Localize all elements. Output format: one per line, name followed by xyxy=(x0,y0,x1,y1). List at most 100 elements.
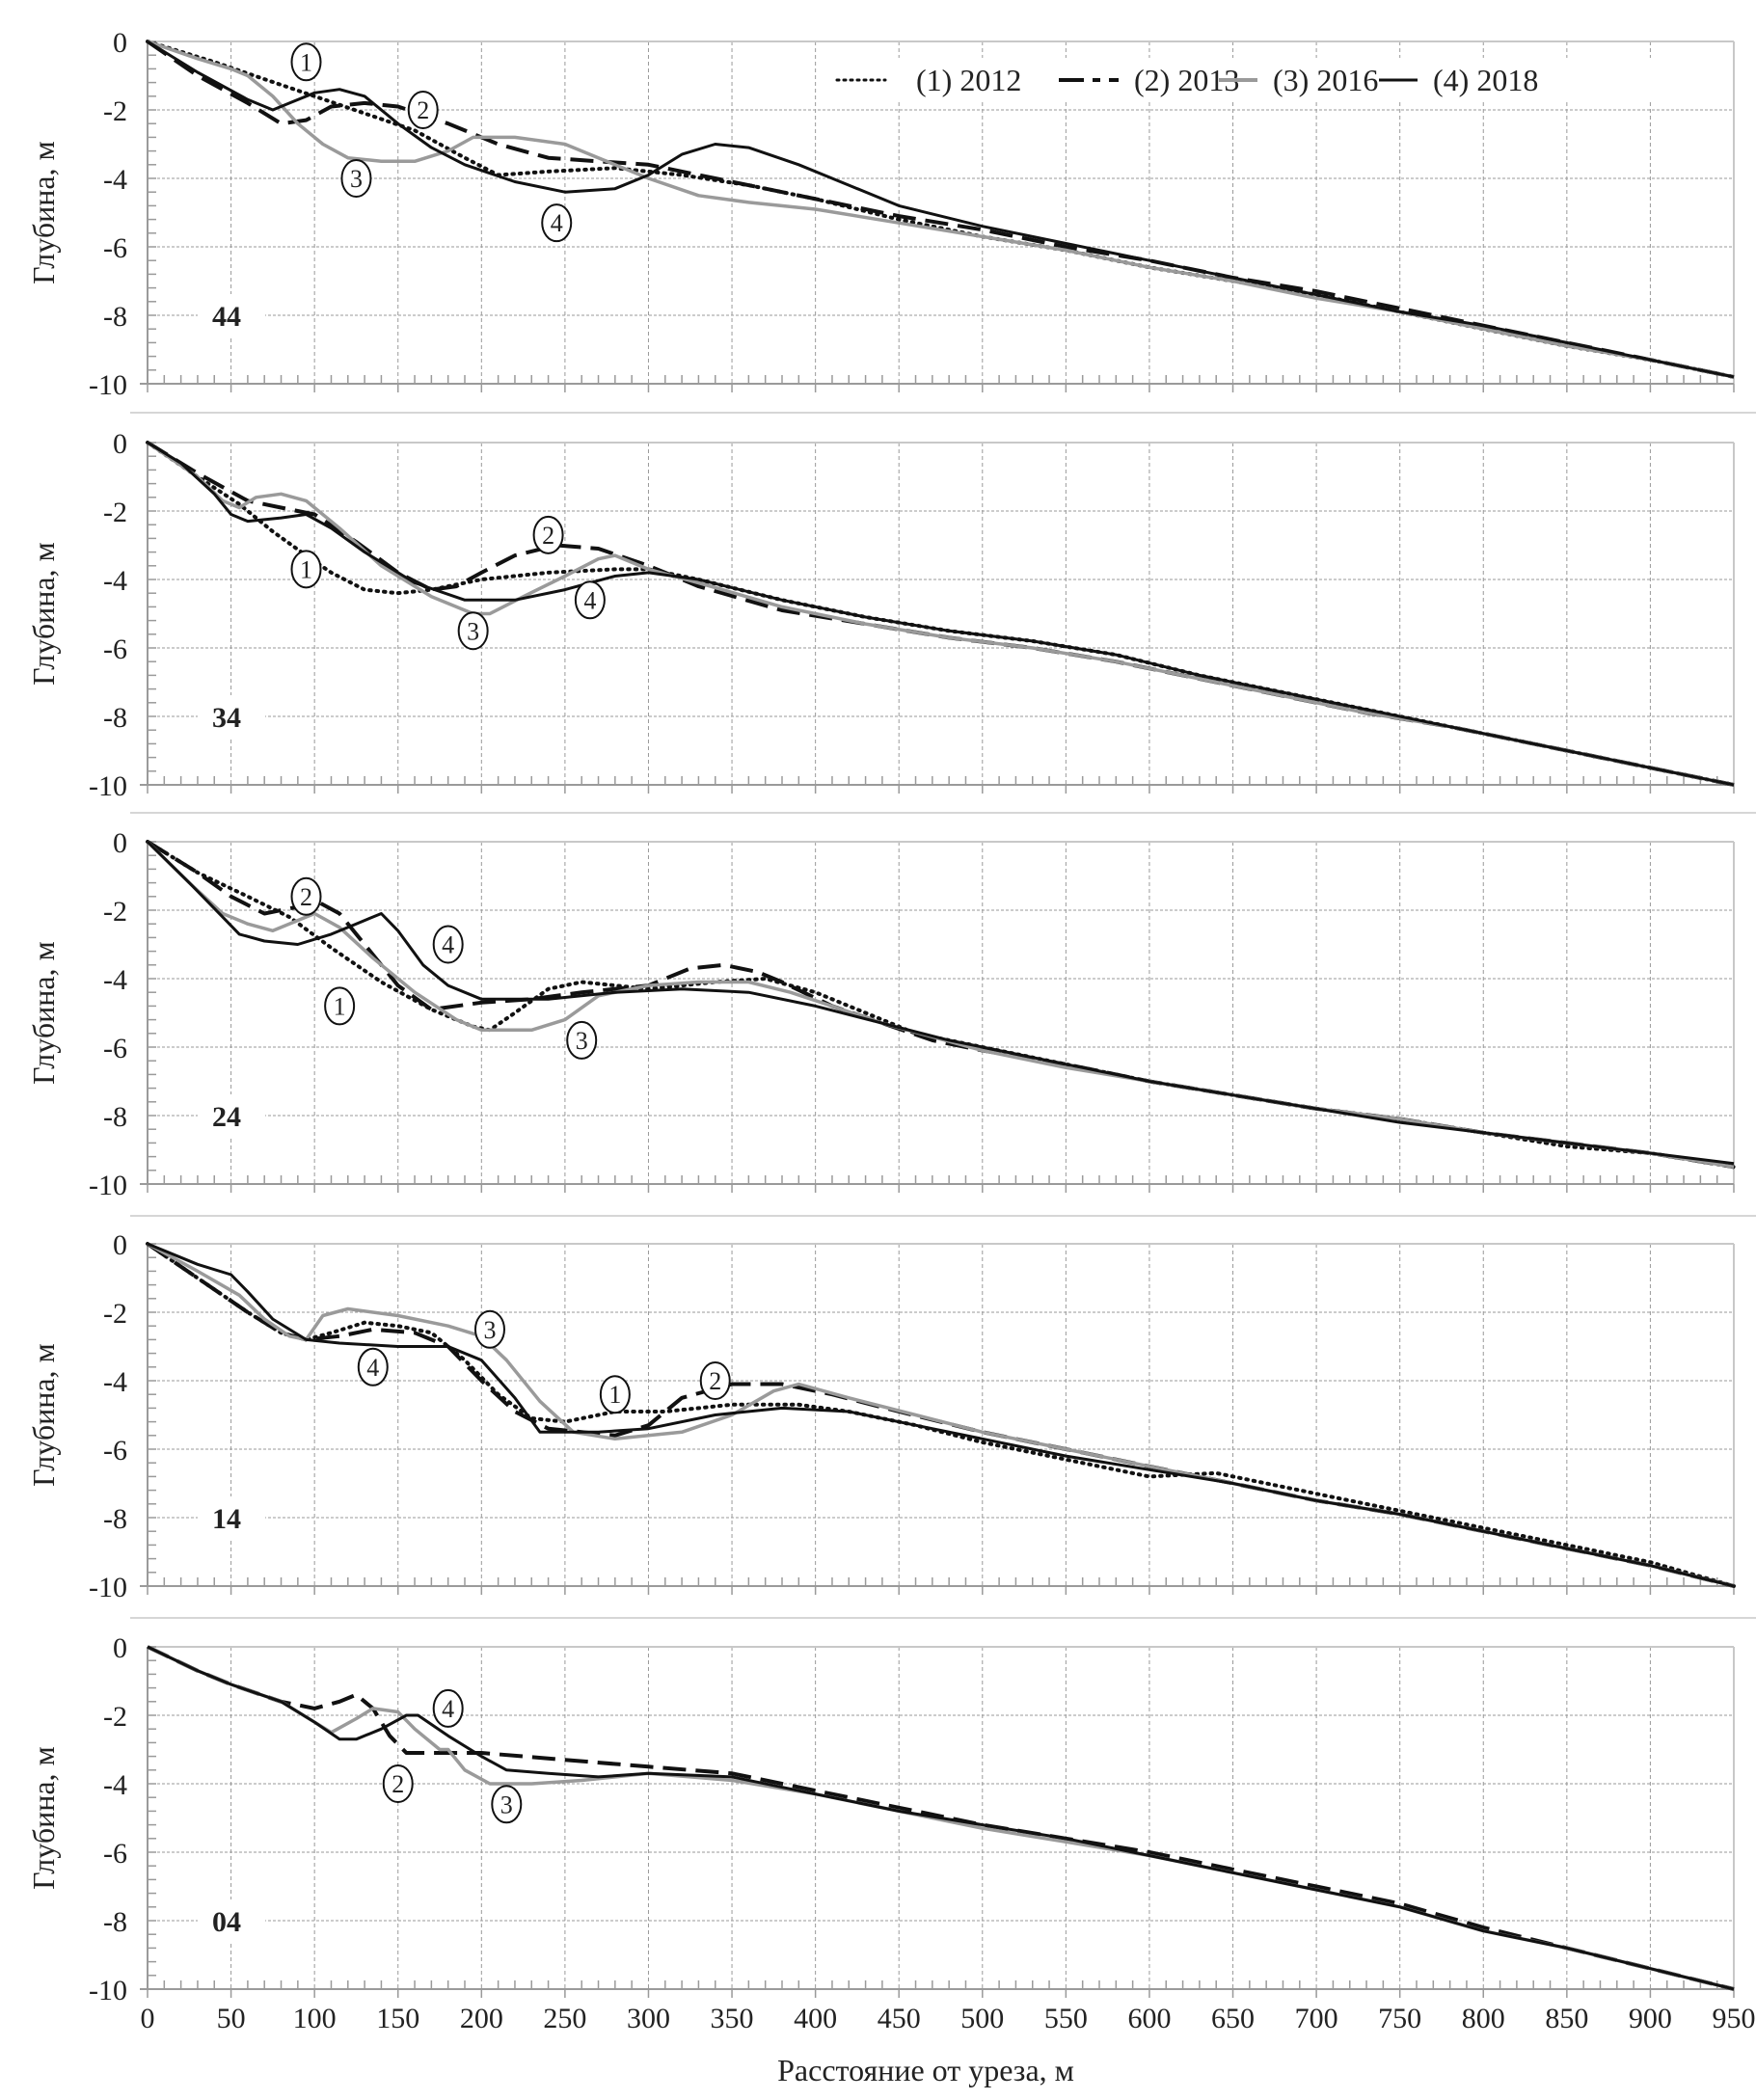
x-tick-label: 0 xyxy=(141,2003,155,2034)
callout-label: 1 xyxy=(334,992,346,1020)
y-tick-label: -4 xyxy=(103,565,127,597)
callout-circle xyxy=(432,1688,464,1728)
panel-id-label: 44 xyxy=(212,301,241,333)
series-line-3 xyxy=(147,40,1735,379)
callout-label: 4 xyxy=(366,1354,379,1382)
callout-circle xyxy=(324,986,356,1026)
callout-circle xyxy=(473,1309,505,1349)
x-axis-title: Расстояние от уреза, м xyxy=(777,2053,1074,2087)
y-tick-label: 0 xyxy=(113,827,127,859)
callout-label: 4 xyxy=(551,209,563,237)
y-axis-title: Глубина, м xyxy=(26,1746,61,1890)
callout-label: 1 xyxy=(300,555,312,583)
callout-label: 3 xyxy=(483,1316,496,1344)
y-axis-title: Глубина, м xyxy=(26,542,61,686)
y-tick-label: -6 xyxy=(103,1033,127,1064)
series-line-1 xyxy=(146,40,1736,379)
x-tick-label: 600 xyxy=(1127,2003,1171,2034)
panel-id-backdrop xyxy=(198,294,265,337)
panel-id-backdrop xyxy=(198,1496,265,1539)
callout-circle xyxy=(574,580,606,620)
series-line-3 xyxy=(146,840,1735,1170)
y-tick-label: -10 xyxy=(89,770,127,802)
panel-24: 0 -2 -4 -6 -8 -10 Глубина, м 24 1 2 3 4 xyxy=(26,827,1736,1201)
callout-label: 2 xyxy=(417,96,429,124)
x-tick-label: 450 xyxy=(878,2003,921,2034)
callout-circle xyxy=(290,876,322,916)
legend-label-2018: (4) 2018 xyxy=(1433,63,1538,97)
callout-label: 1 xyxy=(608,1381,621,1409)
x-tick-label: 550 xyxy=(1044,2003,1088,2034)
panel-14: 0 -2 -4 -6 -8 -10 Глубина, м 14 1 2 3 4 xyxy=(26,1229,1736,1603)
series-line-1 xyxy=(146,840,1736,1170)
legend-backdrop xyxy=(824,58,1731,102)
panel-id-backdrop xyxy=(198,1899,265,1942)
series-line-4 xyxy=(147,40,1735,379)
x-tick-label: 850 xyxy=(1545,2003,1588,2034)
y-tick-label: -2 xyxy=(103,497,127,528)
y-tick-label: 0 xyxy=(113,428,127,460)
x-tick-label: 950 xyxy=(1713,2003,1756,2034)
callout-label: 3 xyxy=(467,617,479,645)
y-tick-label: -8 xyxy=(103,1906,127,1938)
x-tick-label: 900 xyxy=(1629,2003,1672,2034)
callout-circle xyxy=(532,515,564,554)
panel-id-label: 14 xyxy=(212,1503,241,1535)
y-tick-label: -8 xyxy=(103,301,127,333)
y-axis-title: Глубина, м xyxy=(26,941,61,1085)
panel-44: 0 -2 -4 -6 -8 -10 Глубина, м 44 1 2 3 4 xyxy=(26,27,1736,401)
series-line-2 xyxy=(146,840,1735,1170)
x-tick-label: 200 xyxy=(460,2003,503,2034)
x-tick-label: 500 xyxy=(960,2003,1004,2034)
x-tick-label: 400 xyxy=(794,2003,837,2034)
callout-circle xyxy=(699,1361,731,1400)
legend: (1) 2012 (2) 2013 (3) 2016 (4) 2018 xyxy=(824,58,1731,102)
y-tick-label: -10 xyxy=(89,369,127,401)
y-axis-title: Глубина, м xyxy=(26,141,61,284)
y-tick-label: 0 xyxy=(113,1229,127,1261)
x-tick-label: 750 xyxy=(1378,2003,1421,2034)
series-line-4 xyxy=(147,1242,1735,1588)
callout-circle xyxy=(491,1785,523,1824)
callout-label: 3 xyxy=(500,1790,513,1818)
y-tick-label: -4 xyxy=(103,1769,127,1801)
callout-label: 4 xyxy=(442,1695,454,1723)
y-tick-label: -6 xyxy=(103,633,127,665)
series-line-1 xyxy=(146,441,1736,787)
y-tick-label: -2 xyxy=(103,896,127,928)
callout-circle xyxy=(599,1375,631,1414)
callout-label: 3 xyxy=(576,1027,588,1055)
series-line-3 xyxy=(147,441,1735,787)
callout-circle xyxy=(566,1020,598,1060)
series-line-4 xyxy=(147,1645,1735,1991)
y-tick-label: -6 xyxy=(103,232,127,264)
x-tick-label: 100 xyxy=(293,2003,337,2034)
callout-circle xyxy=(290,550,322,589)
callout-label: 4 xyxy=(442,931,454,959)
series-line-2 xyxy=(146,441,1735,787)
callout-circle xyxy=(290,42,322,82)
callout-label: 2 xyxy=(542,522,554,550)
y-tick-label: -2 xyxy=(103,95,127,127)
x-tick-label: 800 xyxy=(1462,2003,1505,2034)
y-tick-label: -8 xyxy=(103,702,127,734)
series-line-1 xyxy=(146,1242,1736,1588)
y-tick-label: -4 xyxy=(103,1366,127,1398)
y-tick-label: -6 xyxy=(103,1838,127,1870)
y-tick-label: 0 xyxy=(113,1632,127,1664)
panel-id-backdrop xyxy=(198,695,265,738)
series-line-2 xyxy=(147,1645,1735,1991)
y-tick-label: -2 xyxy=(103,1701,127,1733)
panel-id-label: 24 xyxy=(212,1101,241,1133)
x-tick-label: 350 xyxy=(711,2003,754,2034)
y-tick-label: -4 xyxy=(103,164,127,196)
x-tick-label: 300 xyxy=(627,2003,670,2034)
legend-label-2016: (3) 2016 xyxy=(1273,63,1378,97)
callout-label: 3 xyxy=(350,165,363,193)
y-tick-label: 0 xyxy=(113,27,127,59)
y-tick-label: -8 xyxy=(103,1101,127,1133)
y-tick-label: -4 xyxy=(103,964,127,996)
